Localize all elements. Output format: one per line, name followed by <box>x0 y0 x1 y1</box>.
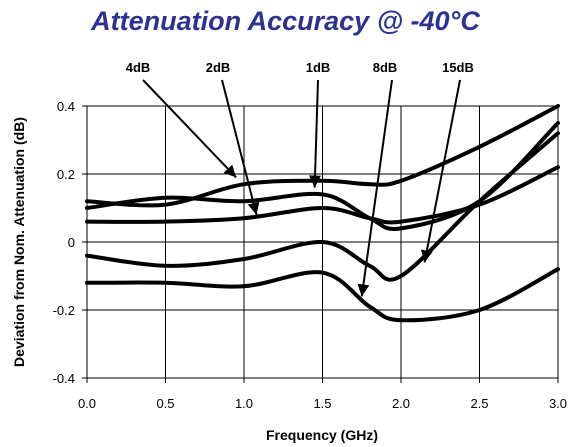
x-tick-label: 1.0 <box>235 396 253 411</box>
series-line-2db <box>85 165 560 225</box>
x-tick-label: 3.0 <box>549 396 567 411</box>
x-tick-label: 1.5 <box>313 396 331 411</box>
y-tick-label: 0.4 <box>57 99 75 114</box>
chart-title: Attenuation Accuracy @ -40°C <box>91 6 480 36</box>
annotation-arrowhead <box>420 249 433 263</box>
x-tick-label: 0.0 <box>78 396 96 411</box>
annotation-arrow-line <box>142 79 237 179</box>
y-axis-label: Deviation from Nom. Attenuation (dB) <box>11 117 27 367</box>
annotation-arrowhead <box>357 283 370 297</box>
x-tick-label: 0.5 <box>156 396 174 411</box>
y-tick-label: -0.4 <box>53 371 75 386</box>
y-tick-label: -0.2 <box>53 303 75 318</box>
annotation-arrowhead <box>223 164 237 178</box>
annotation-arrow-line <box>221 79 258 216</box>
annotation-label-1db: 1dB <box>306 60 331 75</box>
annotation-arrow-line <box>423 79 461 263</box>
annotation-label-4db: 4dB <box>126 60 151 75</box>
grid <box>82 105 559 383</box>
x-tick-label: 2.0 <box>392 396 410 411</box>
annotation-arrowhead <box>309 175 322 188</box>
annotation-label-2db: 2dB <box>206 60 231 75</box>
x-tick-label: 2.5 <box>470 396 488 411</box>
y-tick-label: 0.2 <box>57 167 75 182</box>
annotations: 4dB 2dB 1dB 8dB 15dB <box>126 60 474 297</box>
series-line-8db <box>85 267 560 323</box>
annotation-arrow-line <box>313 79 319 188</box>
series-lines <box>85 104 560 323</box>
x-axis-label: Frequency (GHz) <box>266 427 378 443</box>
y-tick-label: 0 <box>68 235 75 250</box>
annotation-arrowhead <box>247 201 260 215</box>
annotation-label-8db: 8dB <box>373 60 398 75</box>
series-line-15db <box>85 131 560 282</box>
series-line-4db <box>85 104 560 208</box>
annotation-label-15db: 15dB <box>442 60 474 75</box>
tick-labels: 0.0 0.5 1.0 1.5 2.0 2.5 3.0 -0.4 -0.2 0 0.2 0.4 <box>53 99 567 411</box>
annotation-arrow-line <box>360 79 393 297</box>
